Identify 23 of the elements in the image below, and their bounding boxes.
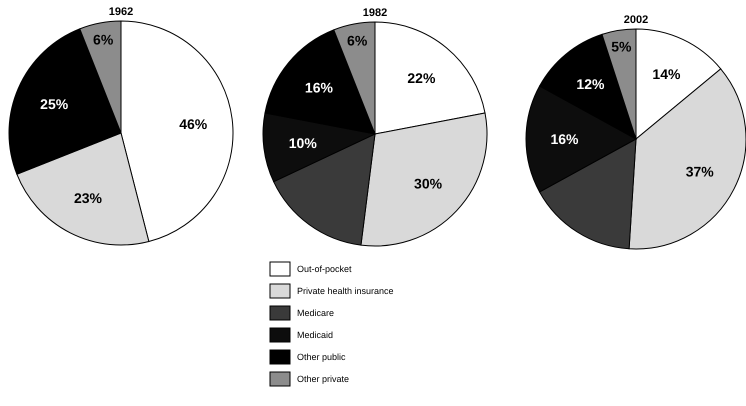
data-label: 10% [288, 135, 318, 152]
data-label: 25% [40, 96, 69, 112]
data-label: 22% [407, 70, 436, 86]
chart-title: 1982 [362, 7, 388, 19]
legend-label: Out-of-pocket [297, 264, 352, 274]
data-label: 46% [179, 116, 208, 132]
data-label: 37% [686, 163, 714, 180]
chart-title: 1962 [108, 6, 134, 18]
chart-title: 2002 [624, 14, 648, 26]
data-label: 30% [414, 176, 443, 192]
legend-label: Medicaid [297, 330, 334, 340]
legend-label: Medicare [297, 308, 334, 318]
data-label: 23% [74, 190, 103, 206]
data-label: 6% [347, 32, 368, 48]
data-label: 14% [652, 66, 681, 82]
legend-label: Other private [297, 374, 350, 384]
data-label: 6% [93, 31, 114, 48]
data-label: 5% [611, 38, 632, 55]
data-label: 16% [550, 130, 580, 147]
data-label: 12% [576, 76, 605, 92]
legend-label: Other public [297, 352, 346, 362]
legend-label: Private health insurance [297, 286, 394, 296]
data-label: 16% [304, 79, 334, 96]
